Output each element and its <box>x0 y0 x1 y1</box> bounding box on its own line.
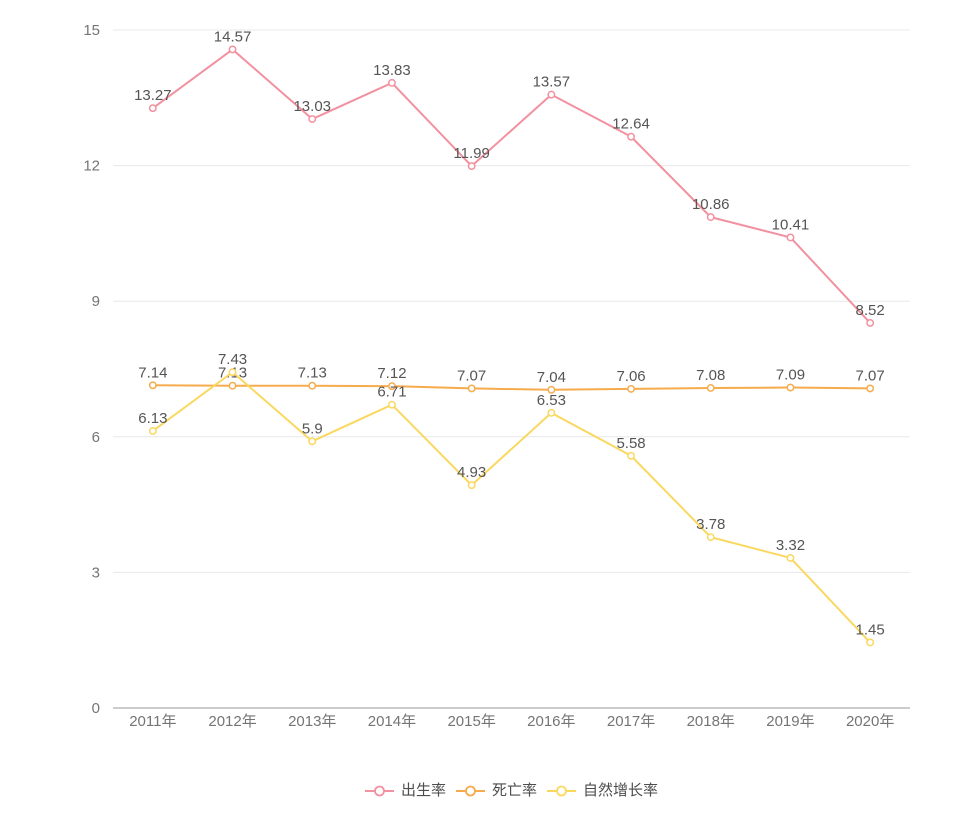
data-label-death-rate: 7.08 <box>696 367 725 384</box>
data-label-death-rate: 7.12 <box>377 365 406 382</box>
data-point-natural-growth-rate[interactable] <box>786 553 795 562</box>
y-axis-tick-label: 15 <box>83 22 100 39</box>
x-axis-tick-label: 2016年 <box>527 713 575 730</box>
series-line-death-rate[interactable] <box>152 384 871 391</box>
data-point-natural-growth-rate[interactable] <box>467 481 476 490</box>
data-label-birth-rate: 8.52 <box>856 302 885 319</box>
data-point-natural-growth-rate[interactable] <box>706 533 715 542</box>
x-axis-tick-label: 2019年 <box>766 713 814 730</box>
data-point-death-rate[interactable] <box>467 384 476 393</box>
data-label-natural-growth-rate: 1.45 <box>856 621 885 638</box>
legend-item-birth-rate[interactable]: 出生率 <box>364 782 446 799</box>
data-point-birth-rate[interactable] <box>866 318 875 327</box>
x-axis-tick-label: 2015年 <box>447 713 495 730</box>
legend-item-label: 死亡率 <box>491 782 537 799</box>
y-axis-tick-label: 6 <box>92 429 100 446</box>
legend-marker-icon <box>547 785 576 796</box>
data-label-natural-growth-rate: 6.13 <box>138 410 167 427</box>
data-point-birth-rate[interactable] <box>627 132 635 141</box>
data-label-death-rate: 7.06 <box>616 368 645 385</box>
legend-item-death-rate[interactable]: 死亡率 <box>455 782 537 799</box>
x-axis-tick-label: 2020年 <box>846 713 894 730</box>
legend-item-label: 自然增长率 <box>583 782 659 799</box>
data-point-death-rate[interactable] <box>627 384 635 393</box>
legend-item-natural-growth-rate[interactable]: 自然增长率 <box>547 783 658 798</box>
data-label-death-rate: 7.07 <box>856 367 885 384</box>
series-line-birth-rate[interactable] <box>152 48 871 324</box>
y-axis-tick-label: 0 <box>92 700 100 717</box>
data-label-birth-rate: 13.57 <box>533 74 571 91</box>
data-label-birth-rate: 13.27 <box>134 87 172 104</box>
data-point-natural-growth-rate[interactable] <box>308 437 317 446</box>
data-label-natural-growth-rate: 4.93 <box>457 464 486 481</box>
data-label-death-rate: 7.07 <box>457 367 486 384</box>
data-point-birth-rate[interactable] <box>706 213 715 222</box>
data-point-death-rate[interactable] <box>786 383 795 392</box>
y-axis-tick-label: 3 <box>92 564 100 581</box>
data-point-death-rate[interactable] <box>388 382 396 391</box>
data-point-natural-growth-rate[interactable] <box>228 368 237 377</box>
data-point-natural-growth-rate[interactable] <box>627 451 635 460</box>
y-axis-tick-label: 12 <box>83 158 100 175</box>
x-axis-tick-label: 2012年 <box>208 713 256 730</box>
legend-item-label: 出生率 <box>400 782 446 799</box>
data-point-death-rate[interactable] <box>228 381 237 390</box>
data-label-natural-growth-rate: 5.9 <box>302 420 323 437</box>
legend-marker-icon <box>455 785 485 796</box>
data-point-birth-rate[interactable] <box>786 233 795 242</box>
data-point-death-rate[interactable] <box>706 384 715 392</box>
data-label-death-rate: 7.14 <box>138 364 167 381</box>
data-label-natural-growth-rate: 6.53 <box>537 392 566 409</box>
data-label-death-rate: 7.04 <box>537 369 566 386</box>
data-label-natural-growth-rate: 6.71 <box>377 384 406 401</box>
y-axis-tick-label: 9 <box>92 293 100 310</box>
data-label-natural-growth-rate: 5.58 <box>616 435 645 452</box>
data-point-natural-growth-rate[interactable] <box>866 638 875 647</box>
data-label-natural-growth-rate: 7.43 <box>218 351 247 368</box>
chart-legend: 出生率 死亡率 自然增长率 <box>113 783 910 798</box>
data-label-birth-rate: 12.64 <box>612 116 650 133</box>
data-label-birth-rate: 13.03 <box>293 98 331 115</box>
data-label-death-rate: 7.13 <box>298 365 327 382</box>
data-point-birth-rate[interactable] <box>148 104 157 113</box>
data-label-birth-rate: 14.57 <box>214 28 252 45</box>
x-axis-tick-label: 2014年 <box>368 713 416 730</box>
data-label-death-rate: 7.09 <box>776 367 805 384</box>
data-point-birth-rate[interactable] <box>228 45 237 54</box>
data-point-natural-growth-rate[interactable] <box>148 426 157 435</box>
x-axis-tick-label: 2013年 <box>288 713 336 730</box>
x-axis-tick-label: 2017年 <box>607 713 655 730</box>
legend-marker-icon <box>364 785 394 796</box>
data-point-birth-rate[interactable] <box>308 115 317 123</box>
data-label-birth-rate: 10.41 <box>772 216 810 233</box>
data-point-death-rate[interactable] <box>866 384 875 393</box>
data-label-birth-rate: 11.99 <box>453 145 489 162</box>
data-label-natural-growth-rate: 3.78 <box>696 516 725 533</box>
data-label-birth-rate: 13.83 <box>373 62 411 79</box>
data-point-death-rate[interactable] <box>308 381 317 390</box>
x-axis-tick-label: 2018年 <box>687 713 735 730</box>
data-point-birth-rate[interactable] <box>547 90 556 99</box>
x-axis-tick-label: 2011年 <box>129 713 176 730</box>
data-point-death-rate[interactable] <box>547 385 556 394</box>
data-point-birth-rate[interactable] <box>467 162 476 171</box>
data-point-natural-growth-rate[interactable] <box>547 408 556 417</box>
data-point-natural-growth-rate[interactable] <box>388 400 396 409</box>
series-line-natural-growth-rate[interactable] <box>152 371 871 644</box>
data-point-death-rate[interactable] <box>148 381 157 390</box>
data-label-natural-growth-rate: 3.32 <box>776 537 805 554</box>
data-label-birth-rate: 10.86 <box>692 196 730 213</box>
data-point-birth-rate[interactable] <box>388 78 396 87</box>
